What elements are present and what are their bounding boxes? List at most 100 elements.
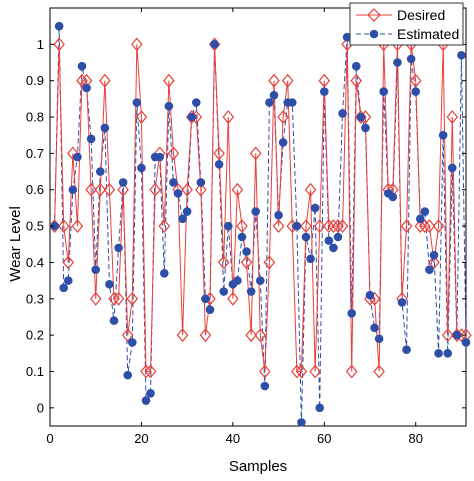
desired-point (71, 219, 84, 234)
desired-point (300, 219, 312, 234)
estimated-point (146, 388, 155, 398)
x-tick-label: 60 (317, 431, 331, 446)
estimated-point (233, 276, 242, 285)
estimated-point (434, 349, 443, 358)
desired-point (195, 182, 207, 197)
desired-point (323, 219, 335, 234)
estimated-point (246, 287, 256, 296)
estimated-point (374, 334, 384, 344)
legend-estimated-marker (369, 29, 379, 39)
estimated-point (187, 112, 197, 122)
estimated-point (86, 134, 96, 144)
legend-desired-label: Desired (397, 7, 445, 23)
desired-point (268, 73, 280, 88)
estimated-point (50, 221, 59, 231)
desired-point (277, 110, 289, 124)
estimated-point (91, 265, 101, 275)
estimated-point (351, 61, 361, 71)
legend-box (349, 2, 464, 46)
estimated-point (127, 338, 137, 347)
desired-point (85, 182, 97, 197)
desired-point (441, 328, 454, 343)
estimated-point (123, 370, 133, 380)
estimated-point (333, 232, 343, 242)
estimated-point (406, 54, 416, 64)
desired-point (158, 219, 171, 234)
estimated-point (242, 247, 251, 256)
desired-point (53, 37, 65, 52)
estimated-point (379, 87, 389, 96)
estimated-point (347, 309, 357, 318)
estimated-point (82, 83, 91, 93)
estimated-point (54, 21, 64, 31)
desired-point (419, 219, 431, 234)
desired-point (414, 219, 427, 234)
desired-point (176, 328, 189, 343)
estimated-point (397, 298, 407, 307)
estimated-point (338, 109, 347, 118)
desired-point (149, 182, 161, 197)
y-tick-label: 0 (37, 400, 44, 415)
y-tick-label: 0.6 (26, 182, 44, 197)
estimated-point (77, 61, 87, 71)
estimated-point (155, 152, 165, 162)
estimated-point (438, 130, 448, 140)
desired-point (423, 219, 436, 234)
estimated-point (461, 338, 471, 347)
desired-point (428, 255, 440, 270)
estimated-point (443, 349, 453, 358)
estimated-point (59, 283, 69, 293)
estimated-point (361, 123, 370, 133)
y-tick-label: 0.7 (26, 146, 44, 161)
estimated-point (182, 207, 192, 216)
desired-point (245, 328, 257, 343)
desired-point (135, 110, 148, 124)
x-tick-label: 0 (46, 431, 53, 446)
estimated-point (411, 87, 421, 96)
estimated-point (365, 290, 375, 300)
estimated-point (319, 87, 329, 96)
desired-point (121, 328, 134, 343)
desired-point (117, 182, 129, 197)
estimated-point (260, 381, 270, 391)
desired-point (304, 182, 317, 197)
estimated-point (132, 98, 142, 107)
desired-point (291, 364, 303, 379)
desired-point (259, 364, 271, 379)
estimated-point (210, 40, 219, 49)
desired-point (89, 291, 102, 306)
desired-point (213, 146, 225, 161)
estimated-point (415, 214, 425, 224)
y-axis-label: Wear Level (7, 206, 24, 282)
y-axis: 0 0.1 0.2 0.3 0.4 0.5 0.6 0.7 0.8 0.9 1 (26, 37, 466, 415)
desired-point (318, 73, 331, 88)
estimated-point (201, 294, 210, 304)
estimated-point (137, 163, 146, 173)
desired-point (67, 146, 79, 161)
estimated-point (178, 214, 187, 224)
desired-point (272, 219, 285, 234)
plot-area (49, 7, 467, 427)
estimated-point (114, 243, 123, 253)
estimated-point (95, 167, 105, 176)
y-tick-label: 0.3 (26, 291, 44, 306)
estimated-point (306, 254, 315, 264)
x-axis: 0 20 40 60 80 (46, 8, 423, 446)
estimated-point (370, 323, 379, 333)
y-tick-label: 0.8 (26, 110, 44, 125)
estimated-point (393, 58, 402, 67)
estimated-point (297, 418, 306, 427)
desired-point (309, 364, 321, 379)
desired-point (112, 291, 125, 306)
desired-point (94, 182, 107, 197)
desired-point (400, 219, 413, 234)
y-tick-label: 0.4 (26, 255, 44, 270)
estimated-point (292, 221, 302, 231)
x-axis-label: Samples (229, 458, 287, 475)
estimated-point (425, 265, 434, 275)
desired-point (295, 364, 308, 379)
desired-point (126, 291, 139, 306)
desired-point (373, 364, 385, 379)
desired-point (350, 73, 363, 88)
